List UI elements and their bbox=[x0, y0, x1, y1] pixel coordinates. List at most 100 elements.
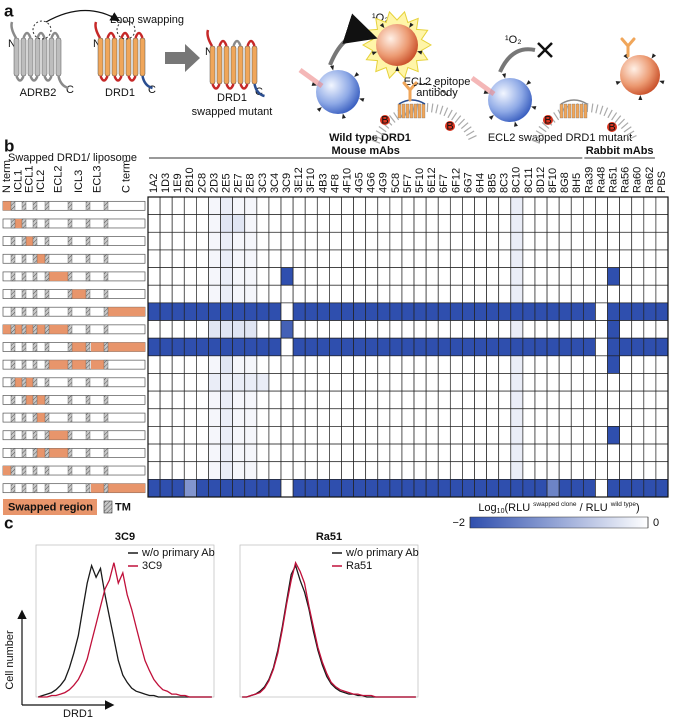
heatmap-cell bbox=[449, 426, 463, 445]
heatmap-cell bbox=[462, 426, 475, 445]
helix bbox=[563, 103, 568, 119]
construct-bar bbox=[2, 448, 146, 458]
heatmap-cell bbox=[389, 249, 403, 268]
heatmap-cell bbox=[643, 214, 657, 233]
heatmap-cell bbox=[582, 443, 596, 463]
heatmap-cell bbox=[329, 267, 342, 286]
swapped-region bbox=[15, 377, 22, 387]
label-part: wild type bbox=[610, 501, 637, 508]
tm-segment bbox=[32, 412, 38, 423]
heatmap-cell bbox=[232, 426, 246, 445]
heatmap-cell bbox=[389, 337, 403, 357]
heatmap-cell bbox=[522, 337, 536, 357]
heatmap-cell bbox=[510, 443, 524, 463]
heatmap-cell bbox=[329, 461, 342, 480]
heatmap-cell bbox=[498, 443, 512, 463]
column-label: Ra51 bbox=[607, 167, 619, 193]
column-label: 4G6 bbox=[366, 172, 378, 193]
tm-segment bbox=[44, 324, 50, 335]
heatmap-cell bbox=[304, 426, 318, 445]
heatmap-cell bbox=[147, 302, 161, 321]
heatmap-cell bbox=[244, 461, 258, 480]
heatmap-cell bbox=[401, 408, 415, 427]
helix bbox=[237, 45, 244, 85]
heatmap-cell bbox=[595, 355, 608, 374]
lipid bbox=[435, 104, 439, 114]
heatmap-cell bbox=[292, 373, 306, 392]
construct-bar bbox=[2, 377, 146, 388]
column-label: 8C10 bbox=[511, 167, 523, 193]
lipid bbox=[371, 139, 381, 144]
heatmap-cell bbox=[171, 320, 185, 339]
legend-label: Swapped region bbox=[8, 501, 93, 513]
heatmap-cell bbox=[196, 408, 209, 427]
region-label: C term bbox=[120, 160, 132, 193]
heatmap-cell bbox=[486, 267, 500, 286]
tm-segment bbox=[44, 465, 50, 476]
heatmap-cell bbox=[208, 214, 221, 233]
heatmap-cell bbox=[244, 373, 258, 392]
heatmap-cell bbox=[619, 373, 633, 392]
spike bbox=[526, 80, 532, 86]
heatmap-cell bbox=[655, 355, 669, 374]
column-label: 6F12 bbox=[450, 168, 462, 193]
heatmap-cell bbox=[389, 355, 403, 374]
heatmap-cell bbox=[196, 320, 209, 339]
tm-segment bbox=[44, 342, 50, 352]
tm-segment bbox=[85, 201, 91, 211]
column-label: 2B10 bbox=[184, 167, 196, 193]
heatmap-cell bbox=[220, 373, 234, 392]
tm-segment bbox=[21, 289, 27, 299]
heatmap-cell bbox=[413, 196, 427, 215]
heatmap-cell bbox=[558, 443, 572, 463]
heatmap-cell bbox=[244, 355, 258, 374]
tm-segment bbox=[103, 218, 109, 229]
helix bbox=[571, 103, 576, 119]
tm-segment bbox=[85, 412, 91, 423]
helix bbox=[118, 37, 125, 77]
lipid bbox=[607, 109, 613, 119]
heatmap-cell bbox=[534, 355, 548, 374]
spike bbox=[488, 114, 494, 120]
tm-segment bbox=[44, 271, 50, 282]
heatmap-cell bbox=[498, 231, 512, 251]
lipid bbox=[457, 118, 466, 126]
helix bbox=[230, 45, 237, 85]
heatmap-cell bbox=[147, 479, 161, 498]
tm-segment bbox=[67, 271, 73, 282]
tm-segment bbox=[10, 218, 16, 229]
heatmap-cell bbox=[595, 408, 608, 427]
region-label: ICL1 bbox=[12, 170, 24, 193]
heatmap-cell bbox=[208, 284, 221, 304]
heatmap-cell bbox=[280, 284, 294, 304]
heatmap-cell bbox=[353, 443, 367, 463]
heatmap-cell bbox=[498, 214, 512, 233]
heatmap-cell bbox=[232, 479, 246, 498]
heatmap-cell bbox=[570, 214, 584, 233]
heatmap-cell bbox=[244, 408, 258, 427]
heatmap-cell bbox=[631, 443, 645, 463]
heatmap-cell bbox=[607, 284, 620, 304]
heatmap-cell bbox=[341, 214, 354, 233]
heatmap-cell bbox=[341, 461, 354, 480]
column-label: 8C11 bbox=[523, 168, 535, 193]
heatmap-cell bbox=[522, 461, 536, 480]
heatmap-cell bbox=[655, 302, 669, 321]
tm-segment bbox=[67, 324, 73, 335]
heatmap-cell bbox=[449, 337, 463, 357]
heatmap-cell bbox=[595, 249, 608, 268]
swapped-region bbox=[108, 342, 145, 352]
c-terminus bbox=[57, 75, 69, 90]
loop bbox=[232, 39, 242, 47]
heatmap-cell bbox=[401, 320, 415, 339]
swapped-region bbox=[72, 289, 86, 299]
heatmap-cell bbox=[631, 355, 645, 374]
tm-segment bbox=[44, 289, 50, 299]
heatmap-cell bbox=[510, 302, 524, 321]
heatmap-cell bbox=[570, 231, 584, 251]
tm-segment bbox=[21, 412, 27, 423]
heatmap-cell bbox=[413, 302, 427, 321]
tm-segment bbox=[85, 448, 91, 458]
region-label: ICL3 bbox=[73, 170, 85, 193]
heatmap-cell bbox=[558, 479, 572, 498]
